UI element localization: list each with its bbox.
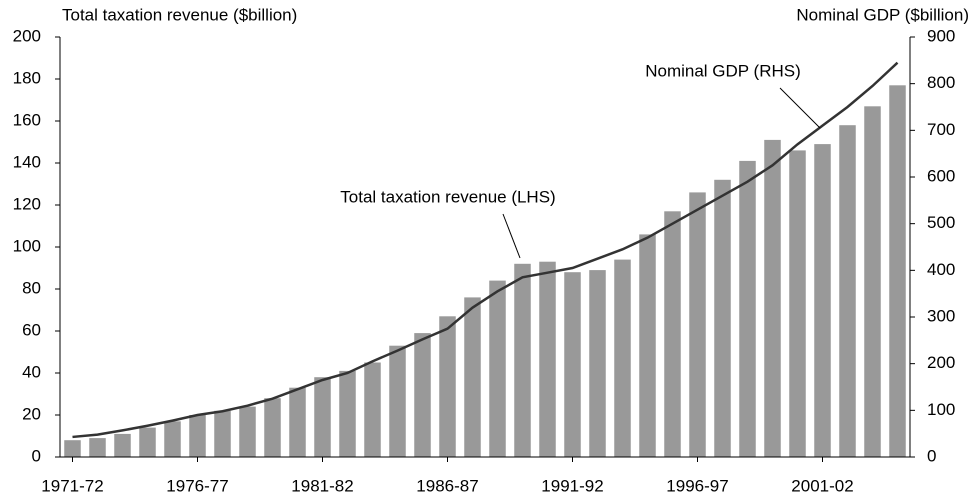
bar [139,427,156,457]
x-tick-label: 2001-02 [791,476,853,495]
x-tick-label: 1971-72 [41,476,103,495]
bar [89,438,106,457]
y-tick-label: 160 [13,110,41,129]
bar [814,144,831,457]
bar [439,316,456,457]
bar [514,263,531,457]
y-axis-title: Total taxation revenue ($billion) [62,5,297,24]
bar [864,106,881,458]
bar [289,387,306,457]
y2-tick-label: 600 [927,166,955,185]
x-tick-label: 1991-92 [541,476,603,495]
y-tick-label: 0 [32,446,41,465]
x-tick-label: 1976-77 [166,476,228,495]
bar [839,125,856,457]
y-tick-label: 140 [13,152,41,171]
line [72,61,899,439]
y-tick-label: 80 [22,278,41,297]
y2-tick-label: 200 [927,353,955,372]
bar [114,433,131,457]
series-annotation: Total taxation revenue (LHS) [340,187,555,206]
y-tick-label: 20 [22,404,41,423]
bar [64,440,81,457]
bar [789,150,806,457]
bar [539,261,556,457]
y-tick-label: 120 [13,194,41,213]
y2-tick-label: 700 [927,120,955,139]
y2-tick-label: 100 [927,400,955,419]
annotation-leader [779,87,821,129]
bar [164,421,181,457]
y2-tick-label: 500 [927,213,955,232]
y-tick-label: 60 [22,320,41,339]
bar [214,410,231,457]
y2-axis-title: Nominal GDP ($billion) [796,5,969,24]
series-annotation: Nominal GDP (RHS) [645,61,801,80]
y2-tick-label: 400 [927,260,955,279]
bar [714,179,731,458]
bar [264,398,281,457]
x-tick-label: 1981-82 [291,476,353,495]
bar [414,333,431,457]
y2-tick-label: 900 [927,26,955,45]
bar [639,234,656,457]
bar [339,370,356,457]
y2-tick-label: 300 [927,306,955,325]
y2-tick-label: 0 [927,446,936,465]
bar [614,259,631,457]
bar [239,406,256,457]
y-tick-label: 40 [22,362,41,381]
bar [664,211,681,457]
x-tick-label: 1986-87 [416,476,478,495]
y-tick-label: 200 [13,26,41,45]
bar [889,85,906,458]
bar [314,377,331,457]
y-tick-label: 180 [13,68,41,87]
annotation-leader [502,213,521,259]
bar [189,415,206,457]
y2-tick-label: 800 [927,73,955,92]
bar [689,192,706,457]
bar [489,280,506,457]
bar [364,362,381,457]
bar [739,160,756,457]
bar [464,297,481,457]
bar [389,345,406,457]
x-tick-label: 1996-97 [666,476,728,495]
bar [764,139,781,457]
bar [564,272,581,457]
y-tick-label: 100 [13,236,41,255]
bar [589,270,606,457]
